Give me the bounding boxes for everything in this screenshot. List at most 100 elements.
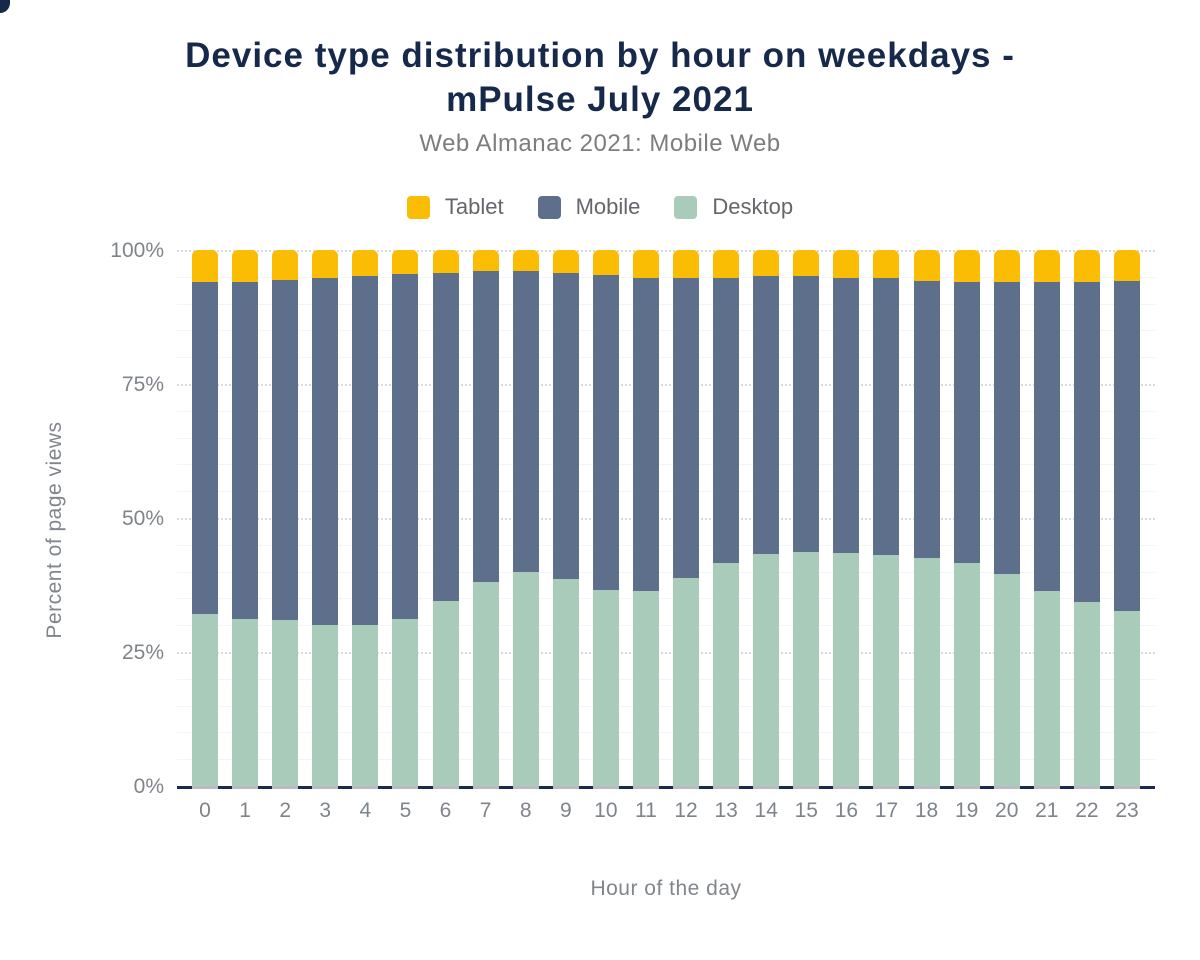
bar-hour-5-desktop-segment[interactable] xyxy=(392,618,419,786)
bar-hour-9-desktop-segment[interactable] xyxy=(552,578,579,786)
bar-hour-21-mobile-segment[interactable] xyxy=(1033,282,1060,591)
legend-item-desktop[interactable]: Desktop xyxy=(674,194,793,220)
bar-hour-22 xyxy=(1073,250,1100,789)
bar-hour-18 xyxy=(913,250,940,789)
bar-hour-2-desktop-segment[interactable] xyxy=(272,620,299,786)
gridline-minor-10 xyxy=(177,732,1155,734)
bar-hour-10 xyxy=(592,250,619,789)
bar-hour-2 xyxy=(272,250,299,789)
bar-hour-9-tablet-segment[interactable] xyxy=(552,250,579,274)
bar-hour-22-tablet-segment[interactable] xyxy=(1073,250,1100,283)
bar-hour-14-desktop-segment[interactable] xyxy=(753,553,780,786)
bar-hour-18-mobile-segment[interactable] xyxy=(913,280,940,558)
bar-hour-15-desktop-segment[interactable] xyxy=(793,552,820,786)
bar-hour-11-tablet-segment[interactable] xyxy=(632,250,659,278)
bar-hour-10-desktop-segment[interactable] xyxy=(592,590,619,786)
bar-hour-6-desktop-segment[interactable] xyxy=(432,600,459,786)
x-axis-tick-3: 3 xyxy=(319,799,332,822)
bar-hour-3-desktop-segment[interactable] xyxy=(312,624,339,786)
bar-hour-12-desktop-segment[interactable] xyxy=(673,578,700,786)
bar-hour-8-mobile-segment[interactable] xyxy=(512,271,539,573)
bar-hour-14-mobile-segment[interactable] xyxy=(753,275,780,554)
bar-hour-11-desktop-segment[interactable] xyxy=(632,590,659,786)
bar-hour-12-tablet-segment[interactable] xyxy=(673,250,700,279)
bar-hour-17-desktop-segment[interactable] xyxy=(873,554,900,786)
legend-label-mobile: Mobile xyxy=(575,194,641,219)
bar-hour-11 xyxy=(632,250,659,789)
bar-hour-18-desktop-segment[interactable] xyxy=(913,557,940,786)
legend-swatch-desktop-icon xyxy=(674,195,698,219)
x-axis-tick-4: 4 xyxy=(359,799,372,822)
bar-hour-10-mobile-segment[interactable] xyxy=(592,274,619,591)
bar-hour-3-tablet-segment[interactable] xyxy=(312,250,339,278)
bar-hour-4-desktop-segment[interactable] xyxy=(352,625,379,786)
bar-hour-23-tablet-segment[interactable] xyxy=(1114,250,1140,281)
bar-hour-23-mobile-segment[interactable] xyxy=(1114,280,1140,612)
x-axis-tick-0: 0 xyxy=(199,799,211,822)
bar-hour-22-mobile-segment[interactable] xyxy=(1073,282,1100,603)
x-axis-tick-16: 16 xyxy=(834,799,859,822)
bar-hour-17-tablet-segment[interactable] xyxy=(873,250,900,279)
bar-hour-0-desktop-segment[interactable] xyxy=(192,614,218,786)
bar-hour-16-desktop-segment[interactable] xyxy=(833,552,860,786)
bar-hour-0-tablet-segment[interactable] xyxy=(192,250,218,283)
bar-hour-4-mobile-segment[interactable] xyxy=(352,275,379,626)
bar-hour-0-mobile-segment[interactable] xyxy=(192,282,218,615)
gridline-minor-55 xyxy=(177,491,1155,493)
gridline-minor-70 xyxy=(177,410,1155,412)
bar-hour-16-tablet-segment[interactable] xyxy=(833,250,860,278)
bar-hour-13-desktop-segment[interactable] xyxy=(713,563,740,786)
bar-hour-6-tablet-segment[interactable] xyxy=(432,250,459,274)
bar-hour-1-mobile-segment[interactable] xyxy=(232,281,259,619)
bar-hour-12-mobile-segment[interactable] xyxy=(673,278,700,579)
bar-hour-16-mobile-segment[interactable] xyxy=(833,277,860,553)
legend-item-mobile[interactable]: Mobile xyxy=(537,194,641,220)
gridline-minor-20 xyxy=(177,678,1155,680)
bar-hour-20-desktop-segment[interactable] xyxy=(993,573,1020,786)
bar-hour-2-tablet-segment[interactable] xyxy=(272,250,299,281)
x-axis-tick-5: 5 xyxy=(399,799,412,822)
bar-hour-22-desktop-segment[interactable] xyxy=(1073,602,1100,786)
bar-hour-3-mobile-segment[interactable] xyxy=(312,277,339,625)
bar-hour-15-mobile-segment[interactable] xyxy=(793,275,820,553)
bar-hour-13-mobile-segment[interactable] xyxy=(713,278,740,564)
bar-hour-21-desktop-segment[interactable] xyxy=(1033,590,1060,786)
gridline-minor-40 xyxy=(177,571,1155,573)
bar-hour-17-mobile-segment[interactable] xyxy=(873,278,900,555)
bar-hour-14 xyxy=(753,250,780,789)
bar-hour-4-tablet-segment[interactable] xyxy=(352,250,379,276)
bar-hour-5-mobile-segment[interactable] xyxy=(392,274,419,619)
bar-hour-19-mobile-segment[interactable] xyxy=(953,282,980,564)
bar-hour-14-tablet-segment[interactable] xyxy=(753,250,780,276)
bar-hour-15-tablet-segment[interactable] xyxy=(793,250,820,276)
bar-hour-23-desktop-segment[interactable] xyxy=(1114,611,1140,786)
legend-item-tablet[interactable]: Tablet xyxy=(406,194,504,220)
bar-hour-6-mobile-segment[interactable] xyxy=(432,273,459,601)
x-axis-tick-2: 2 xyxy=(279,799,292,822)
bar-hour-20 xyxy=(993,250,1020,789)
bar-hour-9-mobile-segment[interactable] xyxy=(552,273,579,579)
bar-hour-7-desktop-segment[interactable] xyxy=(472,582,499,786)
bar-hour-8-desktop-segment[interactable] xyxy=(512,572,539,786)
bar-hour-1-tablet-segment[interactable] xyxy=(232,250,259,282)
bar-hour-18-tablet-segment[interactable] xyxy=(913,250,940,281)
bar-hour-20-tablet-segment[interactable] xyxy=(993,250,1020,283)
bar-hour-13-tablet-segment[interactable] xyxy=(713,250,740,279)
chart-title-line1: Device type distribution by hour on week… xyxy=(185,36,1015,75)
x-axis-tick-21: 21 xyxy=(1035,799,1059,822)
bar-hour-2-mobile-segment[interactable] xyxy=(272,280,299,621)
bar-hour-1-desktop-segment[interactable] xyxy=(232,618,259,786)
bar-hour-7-mobile-segment[interactable] xyxy=(472,271,499,583)
bar-hour-7-tablet-segment[interactable] xyxy=(472,250,499,272)
bar-hour-5-tablet-segment[interactable] xyxy=(392,250,419,275)
bar-hour-8-tablet-segment[interactable] xyxy=(512,250,539,272)
bar-hour-21-tablet-segment[interactable] xyxy=(1033,250,1060,283)
bar-hour-19-desktop-segment[interactable] xyxy=(953,563,980,786)
bar-hour-10-tablet-segment[interactable] xyxy=(592,250,619,275)
bar-hour-20-mobile-segment[interactable] xyxy=(993,282,1020,574)
x-axis-tick-7: 7 xyxy=(479,799,492,822)
bar-hour-11-mobile-segment[interactable] xyxy=(632,277,659,591)
bar-hour-19-tablet-segment[interactable] xyxy=(953,250,980,283)
x-axis-tick-13: 13 xyxy=(714,799,738,822)
